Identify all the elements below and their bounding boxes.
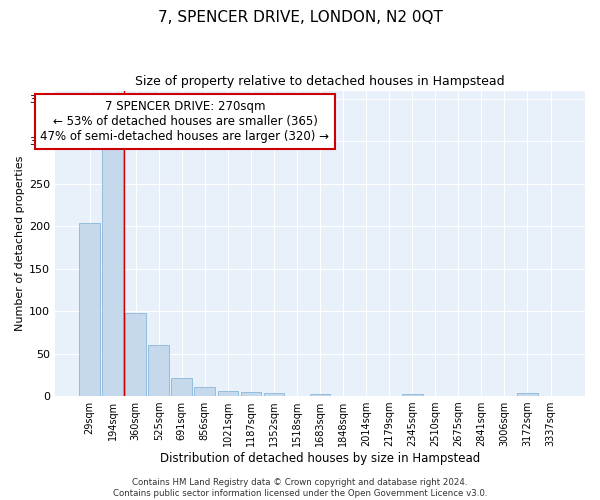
Bar	[172, 378, 192, 396]
Title: Size of property relative to detached houses in Hampstead: Size of property relative to detached ho…	[135, 75, 505, 88]
Bar	[402, 394, 422, 396]
Text: 7, SPENCER DRIVE, LONDON, N2 0QT: 7, SPENCER DRIVE, LONDON, N2 0QT	[158, 10, 442, 25]
Text: 7 SPENCER DRIVE: 270sqm
← 53% of detached houses are smaller (365)
47% of semi-d: 7 SPENCER DRIVE: 270sqm ← 53% of detache…	[40, 100, 329, 142]
Text: Contains HM Land Registry data © Crown copyright and database right 2024.
Contai: Contains HM Land Registry data © Crown c…	[113, 478, 487, 498]
Bar	[194, 386, 215, 396]
Bar	[148, 345, 169, 396]
Bar	[79, 223, 100, 396]
X-axis label: Distribution of detached houses by size in Hampstead: Distribution of detached houses by size …	[160, 452, 480, 465]
Bar	[218, 391, 238, 396]
Y-axis label: Number of detached properties: Number of detached properties	[15, 156, 25, 331]
Bar	[263, 392, 284, 396]
Bar	[241, 392, 262, 396]
Bar	[102, 149, 123, 396]
Bar	[125, 313, 146, 396]
Bar	[310, 394, 331, 396]
Bar	[517, 394, 538, 396]
